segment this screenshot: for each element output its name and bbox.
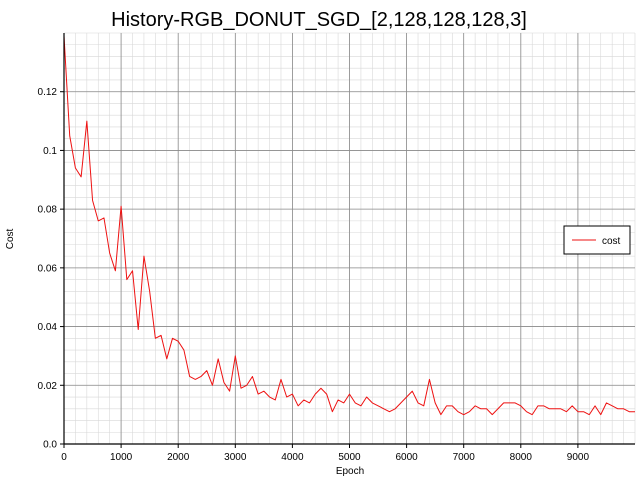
y-tick-label: 0.12 <box>38 87 58 98</box>
x-tick-label: 1000 <box>110 452 133 463</box>
x-axis-label: Epoch <box>336 466 364 477</box>
x-tick-label: 3000 <box>224 452 247 463</box>
series-layer <box>63 35 635 416</box>
y-tick-label: 0.1 <box>43 146 57 157</box>
x-tick-label: 0 <box>61 452 67 463</box>
legend-entry-cost: cost <box>602 236 621 247</box>
y-tick-label: 0.02 <box>38 381 58 392</box>
x-tick-label: 9000 <box>567 452 590 463</box>
ticks: 0 1000 2000 3000 4000 5000 6000 7000 8000 9000 0.0… <box>38 87 590 463</box>
grid-major <box>63 33 635 445</box>
chart-title: History-RGB_DONUT_SGD_[2,128,128,128,3] <box>111 9 527 31</box>
y-tick-label: 0.0 <box>43 440 57 451</box>
x-tick-label: 7000 <box>453 452 476 463</box>
legend: cost <box>563 225 631 255</box>
y-tick-label: 0.06 <box>38 263 58 274</box>
x-tick-label: 8000 <box>510 452 533 463</box>
y-tick-label: 0.04 <box>38 322 58 333</box>
y-axis-label: Cost <box>5 228 16 249</box>
series-line-cost <box>63 35 635 416</box>
y-tick-label: 0.08 <box>38 205 58 216</box>
x-tick-label: 6000 <box>395 452 418 463</box>
x-tick-label: 4000 <box>281 452 304 463</box>
x-tick-label: 2000 <box>167 452 190 463</box>
x-tick-label: 5000 <box>338 452 361 463</box>
